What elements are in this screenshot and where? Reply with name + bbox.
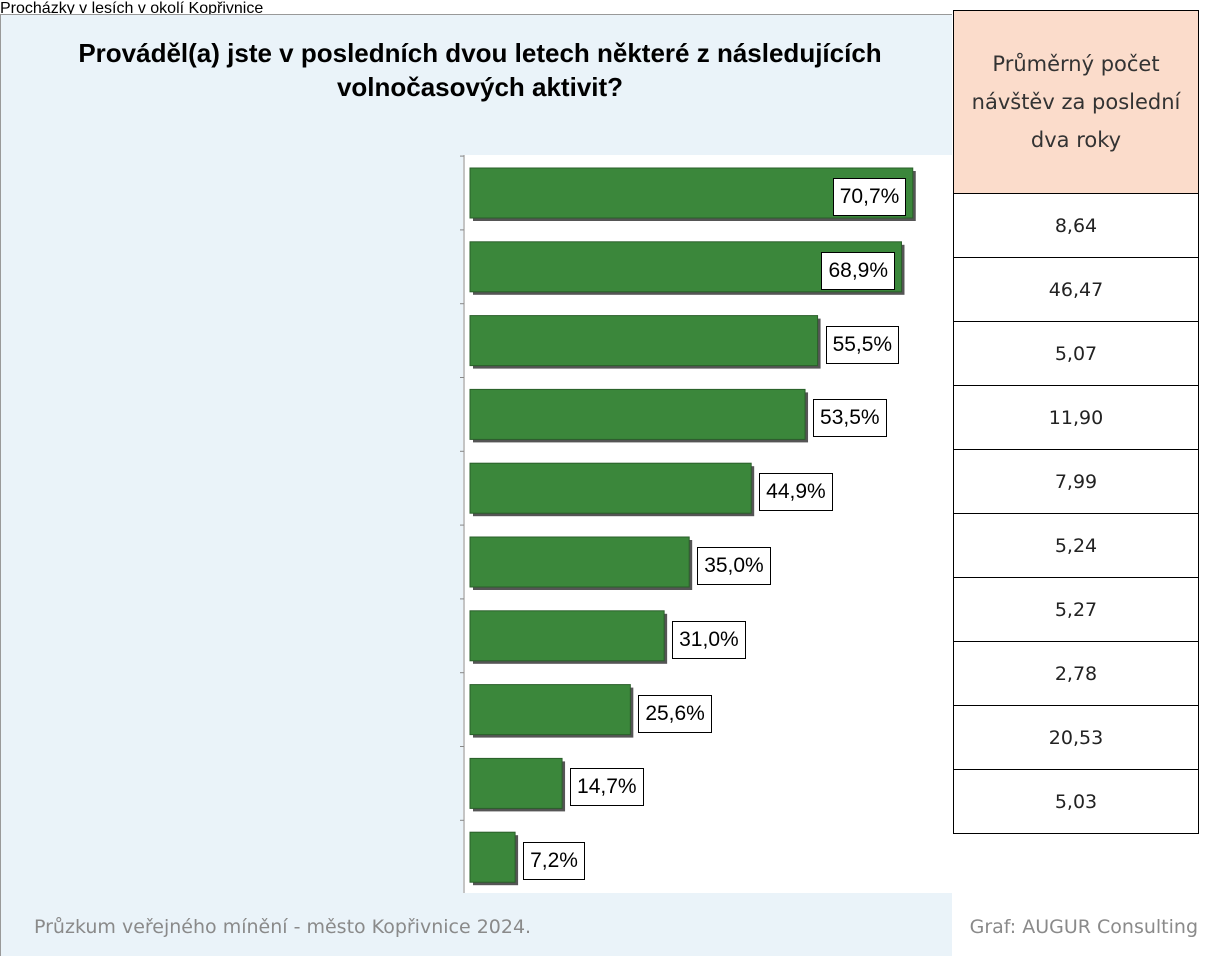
- table-row: 8,64: [953, 193, 1199, 258]
- table-cell: 20,53: [953, 705, 1199, 770]
- table-cell: 8,64: [953, 193, 1199, 258]
- value-label: 68,9%: [821, 251, 896, 290]
- table-header: Průměrný počet návštěv za poslední dva r…: [953, 10, 1199, 194]
- value-label: 55,5%: [825, 325, 900, 364]
- table-cell: 5,27: [953, 577, 1199, 642]
- table: Průměrný počet návštěv za poslední dva r…: [953, 10, 1199, 834]
- value-label: 7,2%: [523, 842, 585, 881]
- chart-title: Prováděl(a) jste v posledních dvou letec…: [78, 38, 882, 102]
- bar: [469, 610, 665, 662]
- table-row: 5,27: [953, 577, 1199, 642]
- value-label: 31,0%: [672, 620, 746, 659]
- table-row: 20,53: [953, 705, 1199, 770]
- bar: [469, 315, 819, 367]
- value-label: 14,7%: [570, 768, 644, 807]
- category-label: Procházky v lesích v okolí Kopřivnice: [0, 0, 264, 17]
- bar: [469, 684, 631, 736]
- table-cell: 5,24: [953, 513, 1199, 578]
- bar: [469, 757, 563, 809]
- value-label: 35,0%: [697, 547, 771, 585]
- table-cell: 7,99: [953, 449, 1199, 514]
- table-cell: 5,07: [953, 321, 1199, 386]
- table-row: 5,03: [953, 769, 1199, 834]
- table-row: 5,07: [953, 321, 1199, 386]
- value-label: 70,7%: [832, 178, 907, 216]
- footer-source: Průzkum veřejného mínění - město Kopřivn…: [34, 916, 532, 938]
- footer-credit: Graf: AUGUR Consulting: [969, 916, 1198, 938]
- bar: [469, 831, 516, 883]
- bar: [469, 536, 690, 588]
- table-cell: 2,78: [953, 641, 1199, 706]
- table-row: 5,24: [953, 513, 1199, 578]
- table-header-row: Průměrný počet návštěv za poslední dva r…: [953, 10, 1199, 194]
- value-label: 25,6%: [638, 694, 712, 733]
- table-row: 46,47: [953, 257, 1199, 322]
- table-row: 2,78: [953, 641, 1199, 706]
- table-row: 7,99: [953, 449, 1199, 514]
- table-row: 11,90: [953, 385, 1199, 450]
- table-cell: 11,90: [953, 385, 1199, 450]
- value-label: 53,5%: [813, 399, 887, 438]
- value-label: 44,9%: [759, 473, 833, 512]
- table-cell: 5,03: [953, 769, 1199, 834]
- bar: [469, 462, 752, 514]
- bar: [469, 388, 806, 440]
- table-cell: 46,47: [953, 257, 1199, 322]
